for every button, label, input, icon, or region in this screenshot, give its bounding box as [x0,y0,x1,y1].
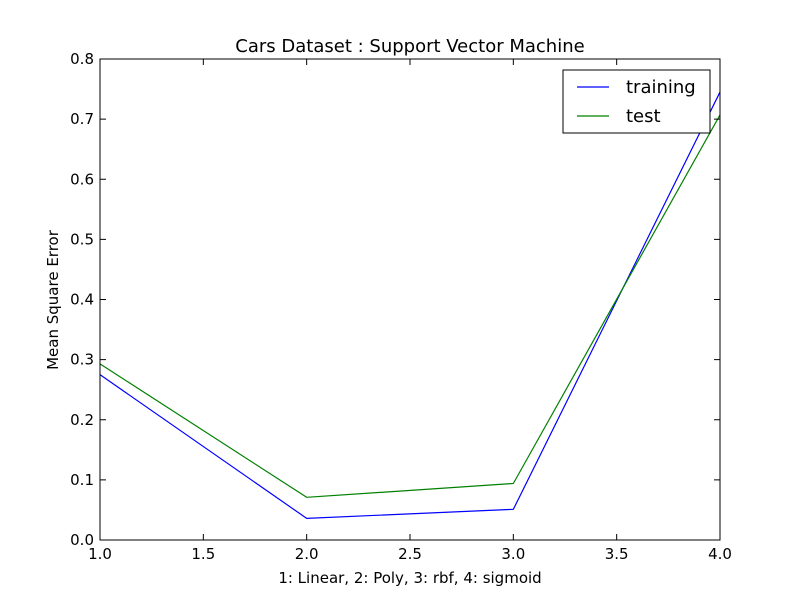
y-tick-label: 0.0 [70,531,94,549]
y-tick-label: 0.3 [70,351,94,369]
y-tick-label: 0.1 [70,471,94,489]
legend-label-training: training [626,77,696,98]
series-line-test [99,114,721,498]
x-tick-label: 4.0 [708,545,732,563]
x-tick-label: 2.0 [295,545,319,563]
y-tick-label: 0.8 [70,50,94,68]
x-tick-label: 3.5 [605,545,629,563]
x-axis-label: 1: Linear, 2: Poly, 3: rbf, 4: sigmoid [278,569,541,587]
legend-label-test: test [626,106,661,127]
y-tick-label: 0.5 [70,230,94,248]
ticks-layer: 1.0 1.5 2.0 2.5 3.0 3.5 4.0 0.0 0.1 0.2 0.3 0.4 0.5 0… [70,50,732,563]
legend: training test [562,69,711,134]
x-tick-label: 3.0 [501,545,525,563]
legend-box [562,69,711,134]
series-line-training [99,91,721,519]
series-layer [99,91,721,519]
y-tick-label: 0.4 [70,291,94,309]
x-tick-label: 1.5 [191,545,215,563]
chart-title: Cars Dataset : Support Vector Machine [235,36,584,57]
y-tick-label: 0.6 [70,170,94,188]
y-tick-label: 0.7 [70,110,94,128]
x-tick-label: 1.0 [88,545,112,563]
x-tick-label: 2.5 [398,545,422,563]
y-tick-label: 0.2 [70,411,94,429]
y-axis-label: Mean Square Error [44,229,62,370]
